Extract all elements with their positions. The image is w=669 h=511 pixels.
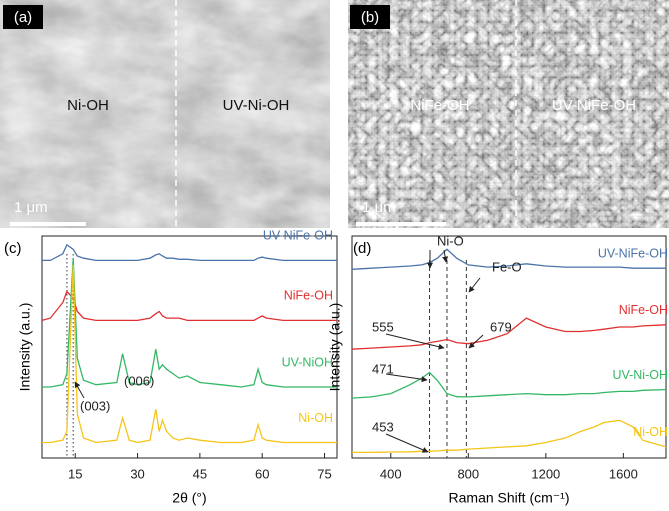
series-label: UV-NiFe-OH bbox=[598, 246, 668, 260]
spectrum-line bbox=[42, 258, 337, 388]
annotation: (003) bbox=[80, 398, 110, 413]
x-tick-label: 75 bbox=[317, 466, 331, 481]
sem-panel-a: (a) Ni-OH UV-Ni-OH 1 μm bbox=[0, 0, 330, 228]
spectrum-line bbox=[351, 317, 667, 350]
x-axis-label: 2θ (°) bbox=[172, 490, 206, 506]
plot-frame bbox=[41, 235, 338, 459]
sample-label: Ni-OH bbox=[67, 97, 109, 114]
chart-1: (d) 400 800 1200 1600 Raman Shift (cm⁻¹) Inten… bbox=[327, 233, 668, 505]
sem-image bbox=[348, 0, 669, 228]
x-tick-label: 60 bbox=[255, 466, 269, 481]
annotation: 453 bbox=[372, 419, 394, 434]
annotation-arrow bbox=[74, 381, 85, 399]
sem-image bbox=[0, 0, 330, 228]
series-label: UV-NiOH bbox=[282, 355, 333, 369]
series-label: UV-Ni-OH bbox=[612, 368, 668, 382]
spectrum-line bbox=[351, 248, 666, 270]
x-tick-label: 800 bbox=[457, 466, 479, 481]
series-label: UV-NiFe-OH bbox=[263, 229, 333, 243]
y-axis-label: Intensity (a.u.) bbox=[17, 303, 33, 392]
sample-label: UV-NiFe-OH bbox=[552, 97, 636, 114]
x-tick-label: 1200 bbox=[531, 466, 560, 481]
label-box bbox=[3, 5, 43, 29]
panel-label: (b) bbox=[361, 9, 379, 26]
series-label: NiFe-OH bbox=[284, 289, 333, 303]
y-axis-label: Intensity (a.u.) bbox=[327, 303, 343, 392]
sample-label: NiFe-OH bbox=[410, 97, 469, 114]
scale-label: 1 μm bbox=[14, 199, 48, 216]
annotation-arrow bbox=[468, 277, 481, 293]
spectrum-line bbox=[352, 419, 667, 454]
panel-label: (c) bbox=[4, 240, 22, 257]
plot-frame bbox=[351, 235, 667, 459]
annotation: 679 bbox=[490, 319, 512, 334]
label-box bbox=[350, 5, 390, 29]
spectrum-line bbox=[42, 243, 337, 262]
panel-label: (a) bbox=[14, 9, 32, 26]
annotation-arrow bbox=[385, 433, 429, 453]
spectrum-line bbox=[41, 290, 337, 322]
series-label: Ni-OH bbox=[633, 425, 668, 439]
x-tick-label: 1600 bbox=[609, 466, 638, 481]
x-tick-label: 45 bbox=[193, 466, 207, 481]
annotation: Ni-O bbox=[437, 233, 464, 248]
series-label: NiFe-OH bbox=[619, 303, 668, 317]
x-tick-label: 30 bbox=[130, 466, 144, 481]
panel-label: (d) bbox=[353, 240, 371, 257]
series-label: Ni-OH bbox=[298, 411, 333, 425]
x-axis-label: Raman Shift (cm⁻¹) bbox=[449, 490, 570, 506]
annotation-arrow bbox=[442, 249, 449, 263]
annotation-arrow bbox=[385, 373, 428, 383]
spectrum-line bbox=[42, 264, 337, 444]
annotation: 471 bbox=[372, 361, 394, 376]
annotation-arrow bbox=[468, 334, 484, 349]
chart-0: (c) 15 30 45 60 75 2θ (°) Intensity (a.u.) UV-Ni… bbox=[4, 229, 338, 506]
sem-panel-b: (b) NiFe-OH UV-NiFe-OH 1 μm bbox=[348, 0, 669, 228]
annotation-arrow bbox=[385, 333, 445, 350]
sample-label: UV-Ni-OH bbox=[223, 97, 290, 114]
scale-label: 1 μm bbox=[362, 199, 396, 216]
annotation: 555 bbox=[372, 319, 394, 334]
x-tick-label: 15 bbox=[68, 466, 82, 481]
spectrum-line bbox=[351, 371, 667, 399]
annotation: (006) bbox=[124, 373, 154, 388]
annotation: Fe-O bbox=[492, 259, 522, 274]
x-tick-label: 400 bbox=[380, 466, 402, 481]
